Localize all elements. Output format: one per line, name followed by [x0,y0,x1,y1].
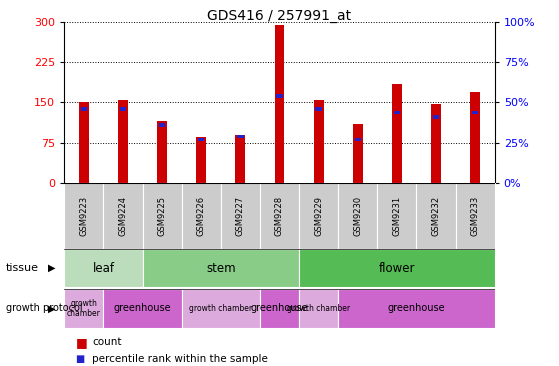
Text: GSM9229: GSM9229 [314,196,323,236]
Text: GSM9227: GSM9227 [236,196,245,236]
Bar [394,111,400,114]
Text: GSM9230: GSM9230 [353,196,362,236]
Bar [221,183,260,249]
Text: stem: stem [206,262,235,274]
Text: GSM9231: GSM9231 [392,196,401,236]
Text: GSM9232: GSM9232 [432,196,440,236]
Bar [299,289,338,328]
Bar [196,137,206,183]
Bar [143,249,299,287]
Text: GSM9225: GSM9225 [158,196,167,236]
Bar [103,183,143,249]
Bar [64,289,103,328]
Bar [433,115,439,119]
Text: GSM9233: GSM9233 [471,196,480,236]
Bar [274,25,285,183]
Bar [64,183,103,249]
Bar [118,100,128,183]
Bar [416,183,456,249]
Text: GSM9226: GSM9226 [197,196,206,236]
Text: GSM9223: GSM9223 [79,196,88,236]
Bar [392,84,402,183]
Bar [338,183,377,249]
Text: ■: ■ [75,354,85,364]
Bar [377,183,416,249]
Text: ■: ■ [75,336,87,349]
Bar [299,183,338,249]
Bar [143,183,182,249]
Text: GDS416 / 257991_at: GDS416 / 257991_at [207,9,352,23]
Bar [120,107,126,111]
Bar [182,183,221,249]
Text: greenhouse: greenhouse [250,303,309,313]
Text: greenhouse: greenhouse [113,303,172,313]
Text: ▶: ▶ [48,263,56,273]
Text: GSM9224: GSM9224 [119,196,127,236]
Text: count: count [92,337,122,347]
Bar [103,289,182,328]
Text: percentile rank within the sample: percentile rank within the sample [92,354,268,364]
Bar [198,138,205,141]
Bar [159,123,165,127]
Bar [237,135,244,138]
Bar [64,249,143,287]
Text: greenhouse: greenhouse [387,303,446,313]
Bar [276,94,283,98]
Text: growth chamber: growth chamber [287,304,350,313]
Bar [470,92,480,183]
Text: ▶: ▶ [48,303,56,313]
Bar [354,138,361,141]
Bar [456,183,495,249]
Text: tissue: tissue [6,263,39,273]
Text: growth chamber: growth chamber [190,304,252,313]
Text: leaf: leaf [92,262,115,274]
Bar [79,102,89,183]
Bar [472,111,479,114]
Bar [260,289,299,328]
Text: flower: flower [378,262,415,274]
Bar [235,135,245,183]
Text: growth
chamber: growth chamber [67,299,101,318]
Text: GSM9228: GSM9228 [275,196,284,236]
Bar [157,121,167,183]
Bar [353,124,363,183]
Text: growth protocol: growth protocol [6,303,82,313]
Bar [80,107,87,111]
Bar [338,289,495,328]
Bar [260,183,299,249]
Bar [431,104,441,183]
Bar [182,289,260,328]
Bar [299,249,495,287]
Bar [314,100,324,183]
Bar [315,107,322,111]
